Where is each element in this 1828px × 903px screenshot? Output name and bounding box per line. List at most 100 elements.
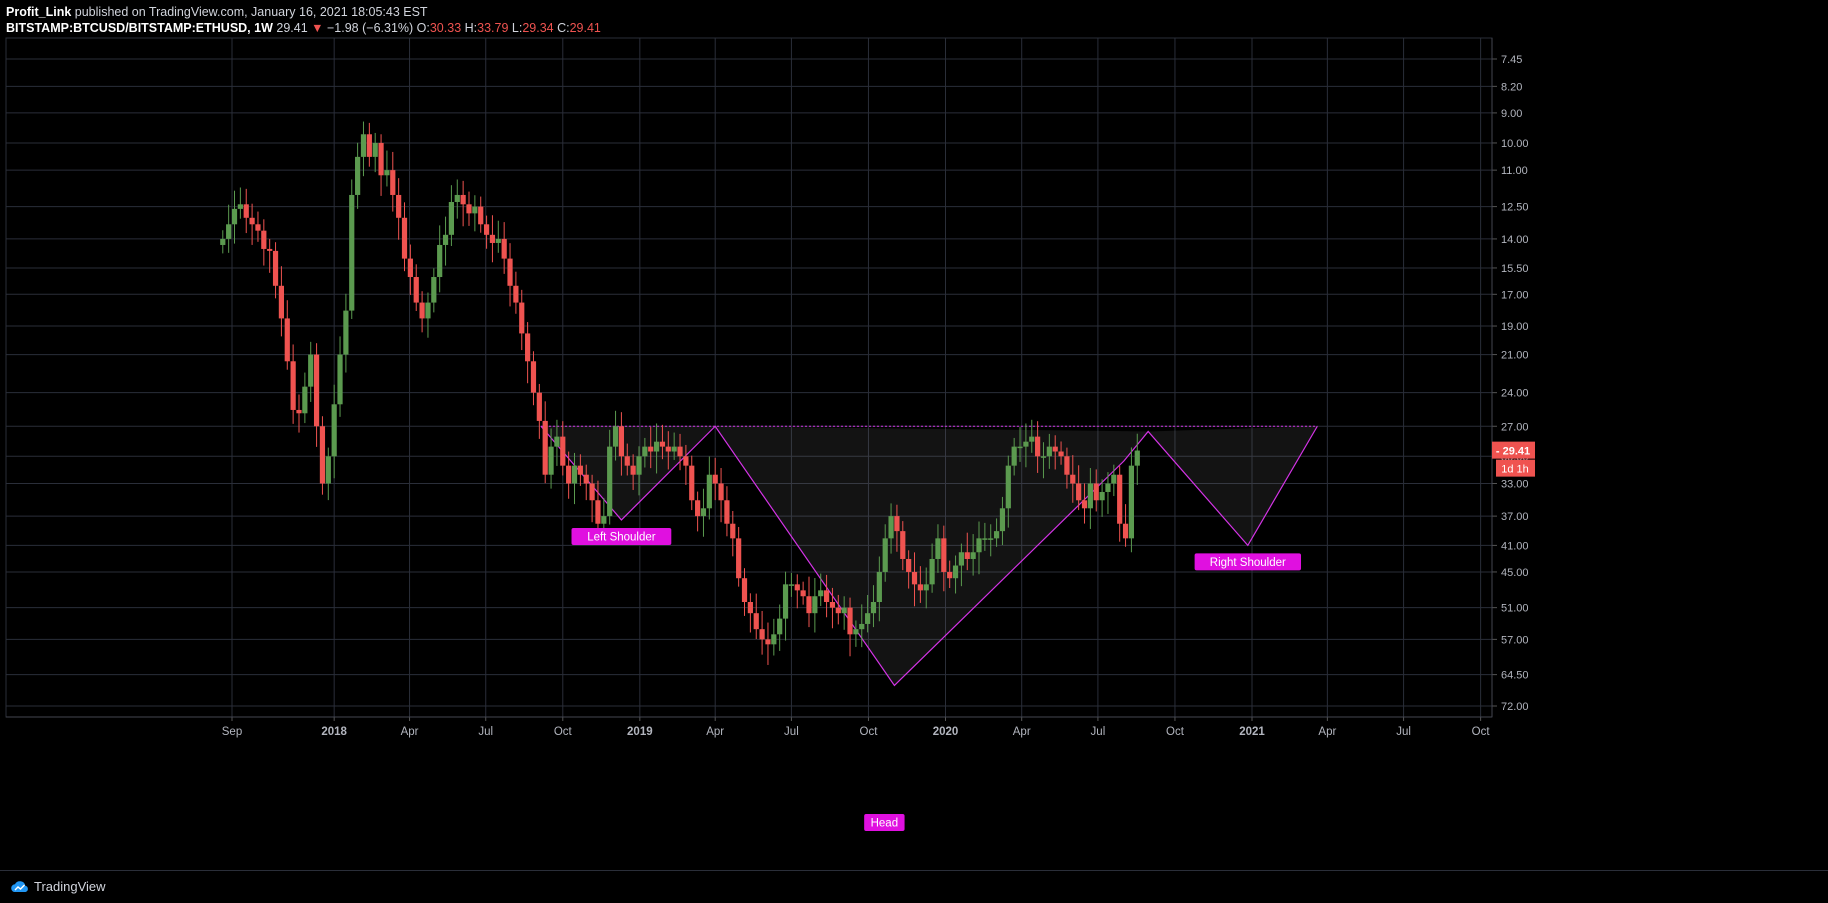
y-tick-label: 12.50 bbox=[1501, 202, 1529, 214]
price-chart[interactable]: 7.45 8.20 9.00 10.00 11.00 12.50 14.00 15.50 17.… bbox=[0, 0, 1828, 870]
candle-body bbox=[724, 500, 730, 524]
candle-body bbox=[876, 571, 882, 602]
footer-brand[interactable]: TradingView bbox=[34, 879, 106, 894]
candle-body bbox=[308, 354, 314, 387]
tradingview-cloud-icon[interactable] bbox=[10, 879, 30, 895]
candle-body bbox=[296, 409, 302, 414]
candle-body bbox=[1046, 446, 1052, 457]
candle-body bbox=[319, 426, 326, 484]
publish-info: published on TradingView.com, January 16… bbox=[74, 5, 428, 19]
label-text: Right Shoulder bbox=[1210, 557, 1286, 569]
candle-body bbox=[1134, 450, 1140, 466]
x-tick-label: Apr bbox=[1013, 726, 1031, 738]
candle-body bbox=[583, 474, 589, 484]
candle-body bbox=[659, 441, 666, 447]
candle-body bbox=[993, 531, 1000, 539]
candle-body bbox=[736, 538, 742, 579]
candle-body bbox=[630, 465, 636, 475]
candle-body bbox=[1117, 474, 1123, 524]
high-value: 33.79 bbox=[477, 21, 509, 35]
x-tick-label: 2019 bbox=[627, 726, 653, 738]
x-tick-label: Jul bbox=[784, 726, 799, 738]
countdown-box bbox=[1496, 459, 1535, 477]
last-price-text: - 29.41 bbox=[1496, 446, 1530, 458]
last-price-box bbox=[1492, 441, 1535, 459]
y-tick-label: 72.00 bbox=[1501, 701, 1529, 713]
candle-body bbox=[483, 224, 490, 235]
candle-body bbox=[589, 483, 595, 501]
x-tick-label: 2021 bbox=[1239, 726, 1265, 738]
candle-body bbox=[1058, 451, 1064, 457]
y-tick-label: 33.00 bbox=[1501, 478, 1529, 490]
candle-body bbox=[800, 590, 806, 597]
symbol-title: BITSTAMP:BTCUSD/BITSTAMP:ETHUSD, 1W bbox=[6, 21, 273, 35]
y-tick-label: 7.45 bbox=[1501, 54, 1522, 66]
candle-body bbox=[999, 508, 1006, 532]
y-tick-label: 27.00 bbox=[1501, 421, 1529, 433]
candle-body bbox=[653, 441, 660, 452]
candle-body bbox=[829, 601, 836, 608]
x-tick-label: Oct bbox=[1472, 726, 1491, 738]
y-tick-label: 15.50 bbox=[1501, 263, 1529, 275]
candle-body bbox=[952, 565, 959, 579]
candle-body bbox=[519, 302, 525, 334]
candle-body bbox=[759, 629, 765, 640]
candle-body bbox=[917, 584, 923, 591]
candle-body bbox=[442, 234, 449, 245]
candle-body bbox=[466, 204, 472, 214]
candle-body bbox=[818, 590, 824, 597]
candle-body bbox=[231, 208, 238, 225]
time-axis[interactable]: Sep 2018 Apr Jul Oct 2019 Apr Jul Oct 2020 Apr Jul O… bbox=[6, 716, 1492, 738]
candle-body bbox=[278, 285, 285, 319]
down-arrow-icon: ▼ bbox=[311, 21, 324, 35]
candle-body bbox=[1023, 441, 1029, 447]
candle-body bbox=[906, 558, 912, 572]
candle-body bbox=[865, 613, 871, 624]
candle-body bbox=[366, 134, 372, 157]
candle-body bbox=[337, 354, 343, 405]
candle-body bbox=[859, 623, 865, 630]
countdown-text: 1d 1h bbox=[1501, 464, 1529, 476]
y-tick-label: 57.00 bbox=[1501, 634, 1529, 646]
candle-body bbox=[730, 523, 736, 539]
candle-body bbox=[741, 578, 748, 602]
publish-line: Profit_Link published on TradingView.com… bbox=[6, 4, 601, 20]
candle-body bbox=[554, 436, 560, 447]
candle-body bbox=[360, 134, 367, 157]
candle-body bbox=[601, 516, 607, 524]
candle-body bbox=[900, 531, 906, 559]
y-tick-label: 21.00 bbox=[1501, 350, 1529, 362]
candle-body bbox=[419, 302, 425, 319]
plot-border bbox=[5, 37, 1493, 718]
candle-body bbox=[372, 142, 378, 157]
candle-body bbox=[794, 584, 800, 591]
candle-body bbox=[349, 194, 355, 311]
label-box bbox=[864, 814, 905, 831]
candle-body bbox=[1122, 523, 1129, 539]
candle-body bbox=[331, 404, 337, 457]
candle-body bbox=[1111, 474, 1117, 484]
candle-body bbox=[835, 607, 841, 614]
candle-body bbox=[1040, 456, 1047, 458]
candle-body bbox=[888, 516, 894, 539]
candle-body bbox=[267, 248, 273, 251]
candle-body bbox=[226, 224, 232, 239]
candle-body bbox=[788, 584, 795, 586]
y-tick-label: 9.00 bbox=[1501, 108, 1522, 120]
x-tick-label: Oct bbox=[1166, 726, 1185, 738]
candle-body bbox=[1029, 436, 1035, 442]
candle-body bbox=[272, 250, 279, 286]
open-label: O: bbox=[416, 21, 430, 35]
author-name[interactable]: Profit_Link bbox=[6, 5, 72, 19]
candle-body bbox=[648, 446, 654, 452]
candle-body bbox=[1017, 446, 1023, 449]
y-tick-label: 37.00 bbox=[1501, 511, 1529, 523]
candle-body bbox=[513, 285, 519, 303]
candle-body bbox=[1087, 483, 1093, 509]
chart-header: Profit_Link published on TradingView.com… bbox=[6, 4, 601, 36]
y-tick-label: 19.00 bbox=[1501, 321, 1529, 333]
price-axis[interactable]: 7.45 8.20 9.00 10.00 11.00 12.50 14.00 15.50 17.… bbox=[1491, 38, 1529, 717]
candle-body bbox=[536, 392, 542, 421]
candle-body bbox=[976, 538, 982, 553]
candle-body bbox=[1081, 500, 1088, 509]
